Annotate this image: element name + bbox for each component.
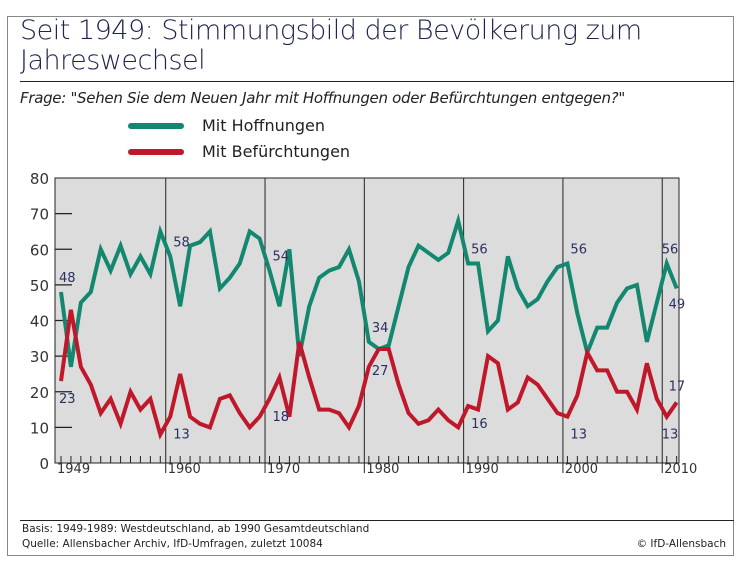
- line-chart: 0 10 20 30 40 50 60 70 80 1949 1960 1970 1980 1990 200…: [30, 170, 697, 477]
- data-label: 18: [273, 410, 290, 425]
- data-label: 48: [59, 271, 76, 286]
- title-divider: [20, 81, 734, 82]
- y-tick-label: 80: [30, 170, 49, 188]
- data-label: 27: [372, 364, 389, 379]
- data-label: 17: [669, 379, 686, 394]
- y-tick-label: 60: [30, 241, 49, 259]
- y-tick-label: 0: [39, 455, 49, 473]
- y-tick-label: 40: [30, 313, 49, 331]
- data-label: 56: [662, 243, 679, 258]
- x-tick-label: 1980: [366, 462, 399, 477]
- y-tick-label: 20: [30, 384, 49, 402]
- chart-title: Seit 1949: Stimmungsbild der Bevölkerung…: [20, 15, 642, 76]
- y-tick-label: 30: [30, 348, 49, 366]
- data-label: 49: [669, 297, 686, 312]
- legend-label: Mit Hoffnungen: [202, 116, 326, 135]
- x-tick-label: 1990: [466, 462, 499, 477]
- data-label: 34: [372, 321, 389, 336]
- x-tick-label: 1960: [168, 462, 201, 477]
- data-label: 13: [570, 428, 587, 443]
- data-label: 13: [173, 428, 190, 443]
- x-tick-label: 2010: [664, 462, 697, 477]
- survey-question: Frage: "Sehen Sie dem Neuen Jahr mit Hof…: [20, 89, 625, 107]
- x-tick-label: 1970: [267, 462, 300, 477]
- data-label: 58: [173, 235, 190, 250]
- legend-item-befuerchtungen: Mit Befürchtungen: [128, 142, 350, 161]
- footer-basis: Basis: 1949-1989: Westdeutschland, ab 19…: [22, 523, 370, 535]
- x-tick-label: 1949: [57, 462, 90, 477]
- footer-source: Quelle: Allensbacher Archiv, IfD-Umfrage…: [22, 538, 323, 550]
- y-tick-label: 10: [30, 419, 49, 437]
- data-label: 16: [471, 417, 488, 432]
- legend-label: Mit Befürchtungen: [202, 142, 351, 161]
- y-tick-label: 50: [30, 277, 49, 295]
- legend-item-hoffnungen: Mit Hoffnungen: [128, 116, 325, 135]
- data-label: 56: [471, 243, 488, 258]
- data-label: 23: [59, 392, 76, 407]
- legend-swatch-green: [128, 122, 184, 129]
- legend-swatch-red: [128, 148, 184, 155]
- x-tick-label: 2000: [565, 462, 598, 477]
- data-label: 56: [570, 243, 587, 258]
- footer-copyright: © IfD-Allensbach: [636, 538, 726, 550]
- data-label: 54: [273, 250, 290, 265]
- footer-divider: [20, 520, 734, 521]
- chart-frame: [7, 16, 734, 556]
- data-label: 13: [662, 428, 679, 443]
- y-tick-label: 70: [30, 206, 49, 224]
